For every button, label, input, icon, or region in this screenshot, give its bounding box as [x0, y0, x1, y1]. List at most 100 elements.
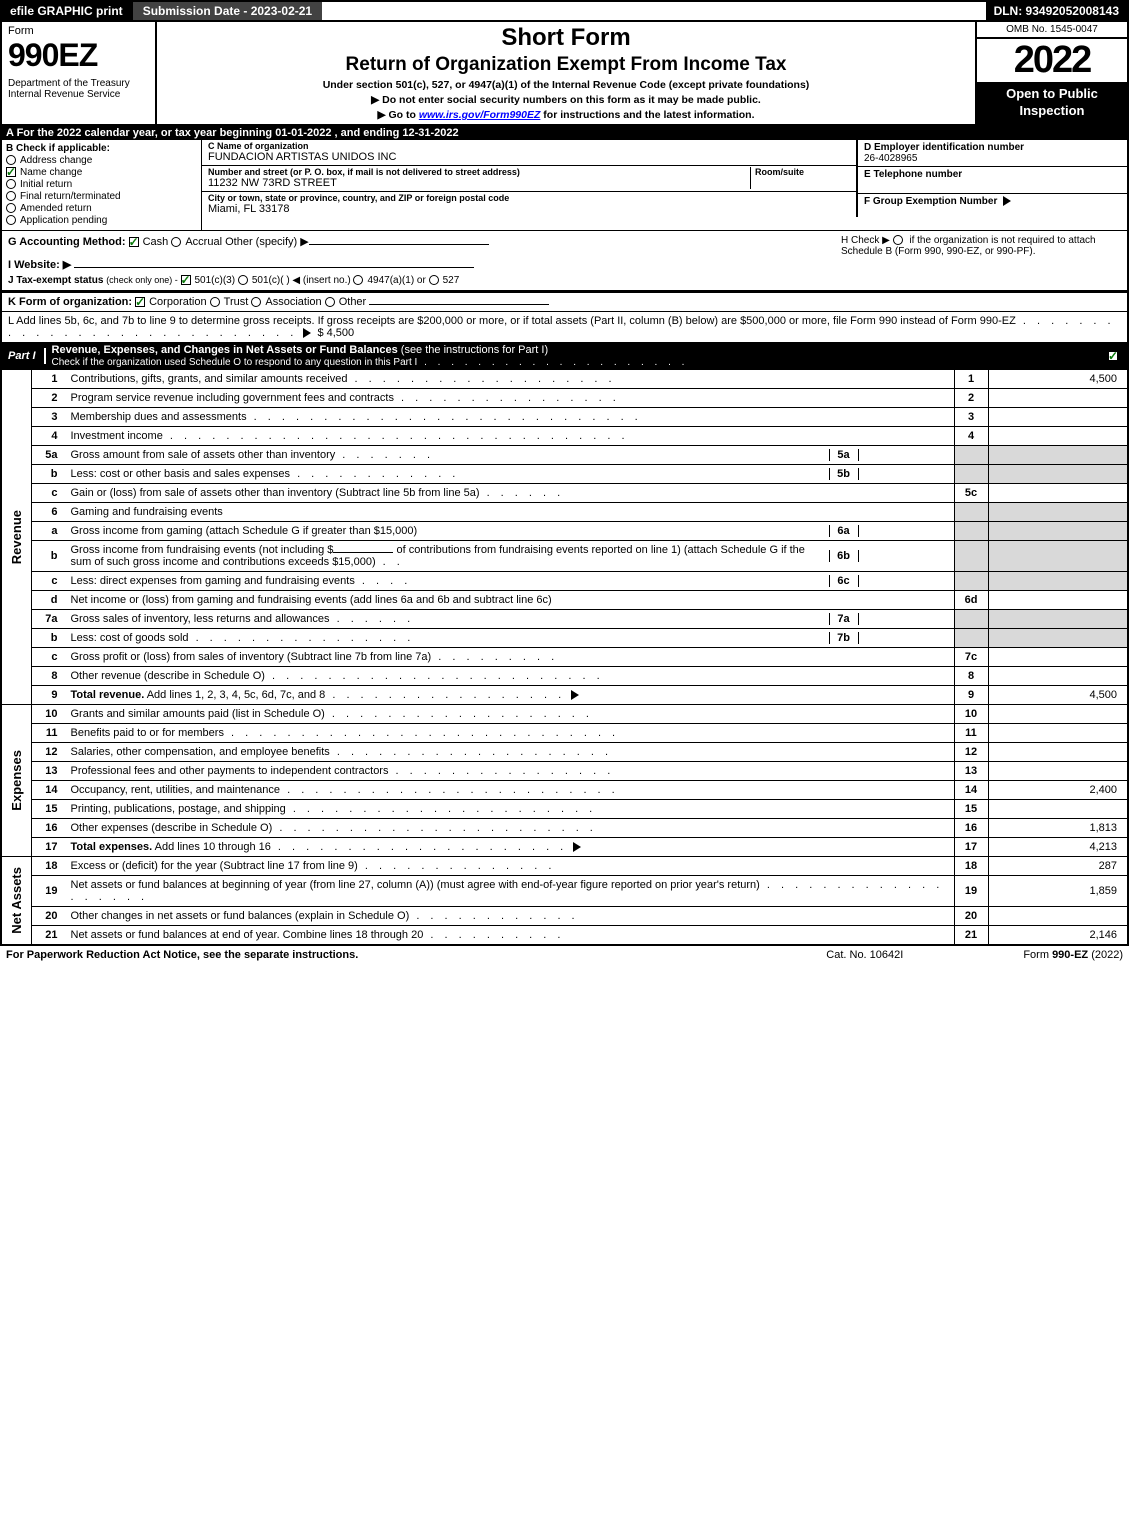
val-18: 287: [988, 856, 1128, 875]
line-6b: bGross income from fundraising events (n…: [1, 540, 1128, 571]
line-6a: aGross income from gaming (attach Schedu…: [1, 521, 1128, 540]
e-hd: E Telephone number: [864, 169, 962, 180]
line-5b: bLess: cost or other basis and sales exp…: [1, 464, 1128, 483]
line-3: 3Membership dues and assessments . . . .…: [1, 407, 1128, 426]
part-i-check[interactable]: [1101, 350, 1129, 362]
top-bar: efile GRAPHIC print Submission Date - 20…: [0, 0, 1129, 22]
part-i-tag: Part I: [0, 348, 46, 364]
section-j: J Tax-exempt status (check only one) - 5…: [8, 275, 841, 286]
c-street-hd: Number and street (or P. O. box, if mail…: [208, 167, 750, 177]
line-19: 19Net assets or fund balances at beginni…: [1, 875, 1128, 906]
line-21: 21Net assets or fund balances at end of …: [1, 925, 1128, 944]
cb-final-return[interactable]: Final return/terminated: [6, 191, 197, 202]
title-short-form: Short Form: [163, 24, 969, 52]
line-15: 15Printing, publications, postage, and s…: [1, 799, 1128, 818]
form-label: Form: [8, 25, 149, 37]
val-14: 2,400: [988, 780, 1128, 799]
line-9: 9Total revenue. Add lines 1, 2, 3, 4, 5c…: [1, 685, 1128, 704]
cb-trust[interactable]: [210, 297, 220, 307]
line-17: 17Total expenses. Add lines 10 through 1…: [1, 837, 1128, 856]
cb-scheduleb[interactable]: [893, 235, 903, 245]
part-i-header: Part I Revenue, Expenses, and Changes in…: [0, 342, 1129, 370]
val-19: 1,859: [988, 875, 1128, 906]
line-20: 20Other changes in net assets or fund ba…: [1, 906, 1128, 925]
cb-501c3[interactable]: [181, 275, 191, 285]
cb-other[interactable]: [325, 297, 335, 307]
lines-table: Revenue 1Contributions, gifts, grants, a…: [0, 370, 1129, 945]
cb-501c[interactable]: [238, 275, 248, 285]
footer: For Paperwork Reduction Act Notice, see …: [0, 945, 1129, 964]
c-name-row: C Name of organization FUNDACION ARTISTA…: [202, 140, 856, 166]
section-l: L Add lines 5b, 6c, and 7b to line 9 to …: [0, 311, 1129, 342]
line-6d: dNet income or (loss) from gaming and fu…: [1, 590, 1128, 609]
net-side-label: Net Assets: [7, 861, 26, 940]
c-city-row: City or town, state or province, country…: [202, 192, 856, 217]
cb-name-change[interactable]: Name change: [6, 167, 197, 178]
footer-left: For Paperwork Reduction Act Notice, see …: [6, 949, 358, 961]
l-amount: 4,500: [327, 327, 355, 339]
dln: DLN: 93492052008143: [986, 2, 1127, 20]
subtitle-goto: ▶ Go to www.irs.gov/Form990EZ for instru…: [163, 109, 969, 121]
val-17: 4,213: [988, 837, 1128, 856]
cb-corporation[interactable]: [135, 297, 145, 307]
form-number: 990EZ: [8, 37, 149, 74]
section-e: E Telephone number: [858, 167, 1127, 194]
f-hd: F Group Exemption Number: [864, 196, 997, 207]
c-org-name: FUNDACION ARTISTAS UNIDOS INC: [208, 151, 850, 163]
c-city: Miami, FL 33178: [208, 203, 850, 215]
arrow-icon: [573, 842, 581, 852]
section-i: I Website: ▶: [8, 258, 841, 271]
c-room-hd: Room/suite: [755, 167, 850, 177]
header-mid: Short Form Return of Organization Exempt…: [157, 22, 977, 124]
box-bcde: B Check if applicable: Address change Na…: [0, 140, 1129, 230]
section-b: B Check if applicable: Address change Na…: [2, 140, 202, 230]
cb-amended-return[interactable]: Amended return: [6, 203, 197, 214]
department: Department of the Treasury Internal Reve…: [8, 78, 149, 100]
arrow-icon: [571, 690, 579, 700]
subtitle-ssn: ▶ Do not enter social security numbers o…: [163, 94, 969, 106]
c-name-hd: C Name of organization: [208, 141, 850, 151]
cb-address-change[interactable]: Address change: [6, 155, 197, 166]
part-i-title: Revenue, Expenses, and Changes in Net As…: [46, 342, 1101, 370]
cb-cash[interactable]: [129, 237, 139, 247]
b-head: B Check if applicable:: [6, 143, 197, 154]
cb-association[interactable]: [251, 297, 261, 307]
line-14: 14Occupancy, rent, utilities, and mainte…: [1, 780, 1128, 799]
title-return: Return of Organization Exempt From Incom…: [163, 54, 969, 76]
header: Form 990EZ Department of the Treasury In…: [0, 22, 1129, 126]
d-ein: 26-4028965: [864, 153, 917, 164]
val-1: 4,500: [988, 370, 1128, 389]
header-left: Form 990EZ Department of the Treasury In…: [2, 22, 157, 124]
open-inspection: Open to Public Inspection: [977, 82, 1127, 124]
line-7c: cGross profit or (loss) from sales of in…: [1, 647, 1128, 666]
cb-initial-return[interactable]: Initial return: [6, 179, 197, 190]
section-c-wrap: C Name of organization FUNDACION ARTISTA…: [202, 140, 1127, 230]
submission-date: Submission Date - 2023-02-21: [131, 2, 322, 20]
c-city-hd: City or town, state or province, country…: [208, 193, 850, 203]
line-7a: 7aGross sales of inventory, less returns…: [1, 609, 1128, 628]
efile-graphic-print[interactable]: efile GRAPHIC print: [2, 2, 131, 20]
line-6: 6Gaming and fundraising events: [1, 502, 1128, 521]
line-16: 16Other expenses (describe in Schedule O…: [1, 818, 1128, 837]
val-16: 1,813: [988, 818, 1128, 837]
line-10: Expenses 10Grants and similar amounts pa…: [1, 704, 1128, 723]
expenses-side-label: Expenses: [7, 744, 26, 817]
irs-link[interactable]: www.irs.gov/Form990EZ: [419, 109, 541, 121]
line-2: 2Program service revenue including gover…: [1, 388, 1128, 407]
section-h: H Check ▶ if the organization is not req…: [841, 235, 1121, 286]
goto-pre: ▶ Go to: [378, 109, 419, 121]
line-5a: 5aGross amount from sale of assets other…: [1, 445, 1128, 464]
section-a: A For the 2022 calendar year, or tax yea…: [0, 126, 1129, 140]
line-18: Net Assets 18Excess or (deficit) for the…: [1, 856, 1128, 875]
cb-accrual[interactable]: [171, 237, 181, 247]
c-street-row: Number and street (or P. O. box, if mail…: [202, 166, 856, 192]
line-4: 4Investment income . . . . . . . . . . .…: [1, 426, 1128, 445]
line-11: 11Benefits paid to or for members . . . …: [1, 723, 1128, 742]
cb-application-pending[interactable]: Application pending: [6, 215, 197, 226]
cb-527[interactable]: [429, 275, 439, 285]
footer-formref: Form 990-EZ (2022): [1023, 949, 1123, 961]
line-5c: cGain or (loss) from sale of assets othe…: [1, 483, 1128, 502]
cb-4947[interactable]: [353, 275, 363, 285]
tax-year: 2022: [977, 39, 1127, 82]
line-7b: bLess: cost of goods sold . . . . . . . …: [1, 628, 1128, 647]
